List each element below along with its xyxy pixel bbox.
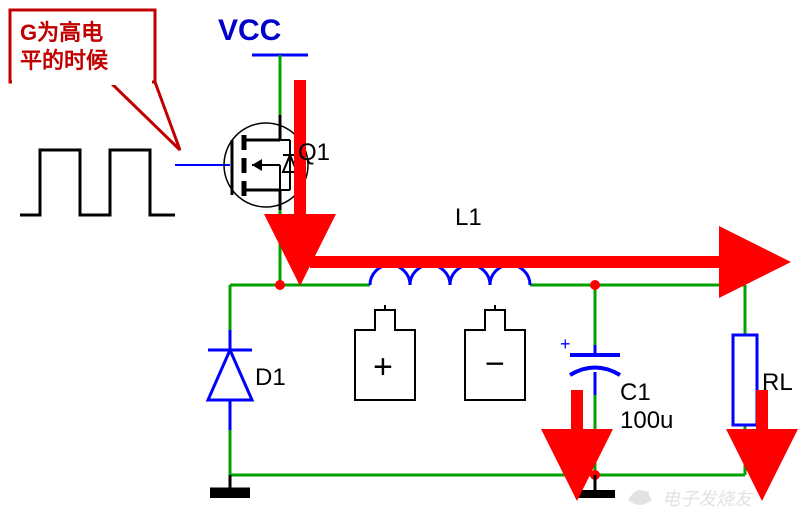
label-vcc: VCC	[218, 14, 281, 47]
callout-line1: G为高电	[20, 20, 103, 45]
label-q1: Q1	[298, 139, 330, 166]
node-mid	[275, 280, 285, 290]
label-plus: +	[373, 348, 393, 386]
gnd-d1	[210, 475, 250, 498]
node-c	[590, 280, 600, 290]
pulse-waveform	[20, 150, 175, 215]
watermark: 电子发烧友	[628, 485, 754, 509]
label-d1: D1	[255, 364, 286, 391]
label-l1: L1	[455, 204, 482, 231]
cap-c1: +	[560, 334, 620, 395]
label-rl: RL	[762, 369, 793, 396]
label-c1: C1	[620, 379, 651, 406]
label-c1v: 100u	[620, 407, 673, 434]
label-minus: −	[485, 345, 505, 383]
gnd-c1	[575, 475, 615, 498]
callout-box: G为高电 平的时候	[10, 10, 180, 150]
callout-line2: 平的时候	[20, 48, 109, 73]
current-arrows	[300, 80, 762, 465]
diode-d1	[208, 330, 252, 430]
resistor-rl	[733, 335, 757, 425]
svg-text:电子发烧友: 电子发烧友	[662, 489, 754, 509]
svg-text:+: +	[560, 334, 571, 354]
